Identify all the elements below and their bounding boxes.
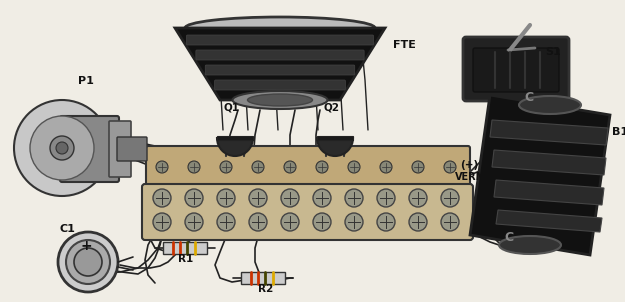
Circle shape — [377, 189, 395, 207]
Circle shape — [409, 189, 427, 207]
Circle shape — [412, 161, 424, 173]
Bar — [317, 136, 353, 140]
Circle shape — [409, 213, 427, 231]
Circle shape — [14, 100, 110, 196]
Text: B1: B1 — [612, 127, 625, 137]
Circle shape — [156, 161, 168, 173]
Ellipse shape — [185, 17, 375, 39]
Circle shape — [284, 161, 296, 173]
FancyBboxPatch shape — [109, 121, 131, 177]
Circle shape — [345, 213, 363, 231]
Circle shape — [313, 189, 331, 207]
Polygon shape — [496, 210, 602, 232]
Text: (+): (+) — [460, 160, 478, 170]
Circle shape — [217, 213, 235, 231]
Bar — [163, 242, 207, 254]
Text: Q1: Q1 — [223, 102, 239, 112]
Circle shape — [281, 189, 299, 207]
Circle shape — [281, 213, 299, 231]
Circle shape — [316, 161, 328, 173]
Circle shape — [313, 213, 331, 231]
Text: R1: R1 — [178, 254, 193, 264]
Polygon shape — [175, 28, 385, 100]
Text: P1: P1 — [78, 76, 94, 86]
Circle shape — [377, 213, 395, 231]
Circle shape — [188, 161, 200, 173]
Wedge shape — [317, 138, 353, 156]
Circle shape — [58, 232, 118, 292]
Circle shape — [444, 161, 456, 173]
Ellipse shape — [248, 94, 312, 106]
Text: S1: S1 — [545, 47, 561, 57]
FancyBboxPatch shape — [142, 184, 473, 240]
Circle shape — [50, 136, 74, 160]
Ellipse shape — [232, 91, 328, 109]
Text: Q2: Q2 — [323, 102, 339, 112]
Circle shape — [380, 161, 392, 173]
Text: R2: R2 — [258, 284, 273, 294]
Circle shape — [66, 240, 110, 284]
Bar — [217, 136, 253, 140]
Circle shape — [56, 142, 68, 154]
Ellipse shape — [519, 96, 581, 114]
Circle shape — [217, 189, 235, 207]
Text: C1: C1 — [60, 224, 76, 234]
Circle shape — [220, 161, 232, 173]
Text: C: C — [504, 231, 513, 244]
Circle shape — [185, 189, 203, 207]
Text: VERM.: VERM. — [455, 172, 490, 182]
Text: FTE: FTE — [393, 40, 416, 50]
Ellipse shape — [499, 236, 561, 254]
Circle shape — [249, 213, 267, 231]
Circle shape — [249, 189, 267, 207]
Polygon shape — [490, 120, 608, 145]
Circle shape — [345, 189, 363, 207]
FancyBboxPatch shape — [205, 65, 355, 75]
Circle shape — [74, 248, 102, 276]
Circle shape — [153, 213, 171, 231]
FancyBboxPatch shape — [186, 35, 374, 45]
Circle shape — [252, 161, 264, 173]
Text: C: C — [524, 91, 533, 104]
Wedge shape — [217, 138, 253, 156]
Circle shape — [185, 213, 203, 231]
Circle shape — [30, 116, 94, 180]
Bar — [241, 272, 285, 284]
Circle shape — [348, 161, 360, 173]
FancyBboxPatch shape — [146, 146, 470, 188]
Circle shape — [153, 189, 171, 207]
FancyBboxPatch shape — [196, 50, 364, 60]
Circle shape — [441, 189, 459, 207]
Circle shape — [441, 213, 459, 231]
FancyBboxPatch shape — [473, 48, 559, 92]
Text: +: + — [80, 239, 92, 253]
FancyBboxPatch shape — [117, 137, 147, 161]
FancyBboxPatch shape — [60, 116, 119, 182]
FancyBboxPatch shape — [214, 80, 346, 90]
FancyBboxPatch shape — [463, 37, 569, 101]
Polygon shape — [470, 95, 610, 255]
Polygon shape — [492, 150, 606, 175]
Polygon shape — [494, 180, 604, 205]
